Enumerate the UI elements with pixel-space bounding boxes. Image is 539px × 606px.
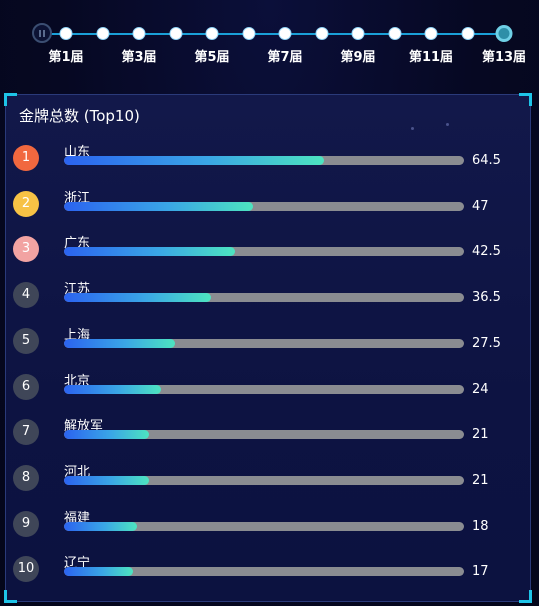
progress-fill — [64, 475, 149, 485]
ranking-row: 3 广东 42.5 — [6, 232, 530, 278]
progress-track — [64, 384, 464, 394]
progress-track — [64, 521, 464, 531]
progress-track — [64, 338, 464, 348]
progress-track — [64, 475, 464, 485]
timeline-label[interactable]: 第7届 — [267, 50, 303, 65]
rank-badge: 9 — [13, 510, 39, 537]
rank-badge: 1 — [13, 145, 39, 171]
timeline: 第1届 第3届 第5届 第7届 第9届 第11届 第13届 — [0, 0, 539, 80]
progress-fill — [64, 567, 133, 577]
ranking-row: 9 福建 18 — [6, 507, 530, 553]
medal-count: 42.5 — [472, 244, 501, 260]
progress-fill — [64, 521, 137, 531]
corner-decoration — [4, 93, 17, 106]
ranking-row: 4 江苏 36.5 — [6, 278, 530, 324]
medal-count: 17 — [472, 564, 489, 580]
timeline-label[interactable]: 第3届 — [121, 50, 157, 65]
progress-fill — [64, 156, 324, 165]
ranking-row: 10 辽宁 17 — [6, 552, 530, 598]
pause-icon[interactable] — [32, 23, 52, 43]
progress-fill — [64, 338, 175, 348]
rank-badge: 10 — [13, 556, 39, 583]
ranking-row: 1 山东 64.5 — [6, 141, 530, 187]
medal-count: 18 — [472, 518, 489, 534]
timeline-dot[interactable] — [315, 27, 328, 40]
timeline-track — [44, 33, 504, 35]
timeline-label[interactable]: 第1届 — [48, 50, 84, 65]
progress-track — [64, 247, 464, 257]
progress-track — [64, 156, 464, 165]
timeline-dot[interactable] — [205, 27, 219, 40]
rank-badge: 6 — [13, 373, 39, 400]
medal-count: 21 — [472, 427, 489, 443]
timeline-dot[interactable] — [59, 27, 73, 40]
ranking-row: 7 解放军 21 — [6, 415, 530, 461]
corner-decoration — [4, 590, 17, 603]
panel-title: 金牌总数 (Top10) — [19, 107, 140, 125]
medal-count: 24 — [472, 381, 489, 397]
progress-fill — [64, 247, 236, 257]
corner-decoration — [519, 93, 532, 106]
progress-track — [64, 293, 464, 303]
medal-ranking-panel: 金牌总数 (Top10) 1 山东 64.5 2 浙江 47 3 广东 42.5 4 江苏 36.5 5… — [4, 93, 532, 603]
progress-track — [64, 430, 464, 440]
rank-badge: 3 — [13, 236, 39, 263]
medal-count: 47 — [472, 198, 489, 214]
timeline-dot[interactable] — [424, 27, 438, 40]
medal-count: 36.5 — [472, 290, 501, 306]
timeline-dot[interactable] — [461, 27, 474, 40]
progress-track — [64, 567, 464, 577]
timeline-dot[interactable] — [132, 27, 146, 40]
timeline-dot[interactable] — [495, 25, 513, 42]
medal-count: 64.5 — [472, 153, 501, 168]
rank-badge: 8 — [13, 464, 39, 491]
medal-count: 27.5 — [472, 335, 501, 351]
progress-fill — [64, 293, 212, 303]
rank-badge: 7 — [13, 419, 39, 446]
sparkle-decoration — [411, 127, 414, 130]
timeline-dot[interactable] — [351, 27, 365, 40]
progress-track — [64, 201, 464, 211]
timeline-dot[interactable] — [278, 27, 292, 40]
ranking-row: 2 浙江 47 — [6, 187, 530, 233]
rank-badge: 4 — [13, 282, 39, 309]
ranking-row: 6 北京 24 — [6, 370, 530, 416]
progress-fill — [64, 384, 161, 394]
sparkle-decoration — [446, 123, 449, 126]
rank-badge: 5 — [13, 327, 39, 354]
timeline-label[interactable]: 第9届 — [340, 50, 376, 65]
ranking-row: 5 上海 27.5 — [6, 324, 530, 370]
timeline-dot[interactable] — [388, 27, 401, 40]
timeline-dot[interactable] — [169, 27, 182, 40]
ranking-row: 8 河北 21 — [6, 461, 530, 507]
timeline-label[interactable]: 第11届 — [408, 50, 454, 65]
progress-fill — [64, 201, 254, 211]
corner-decoration — [519, 590, 532, 603]
timeline-label[interactable]: 第13届 — [481, 50, 527, 65]
timeline-dot[interactable] — [96, 27, 109, 40]
rank-badge: 2 — [13, 190, 39, 217]
progress-fill — [64, 430, 149, 440]
timeline-dot[interactable] — [242, 27, 255, 40]
medal-count: 21 — [472, 472, 489, 488]
timeline-label[interactable]: 第5届 — [194, 50, 230, 65]
